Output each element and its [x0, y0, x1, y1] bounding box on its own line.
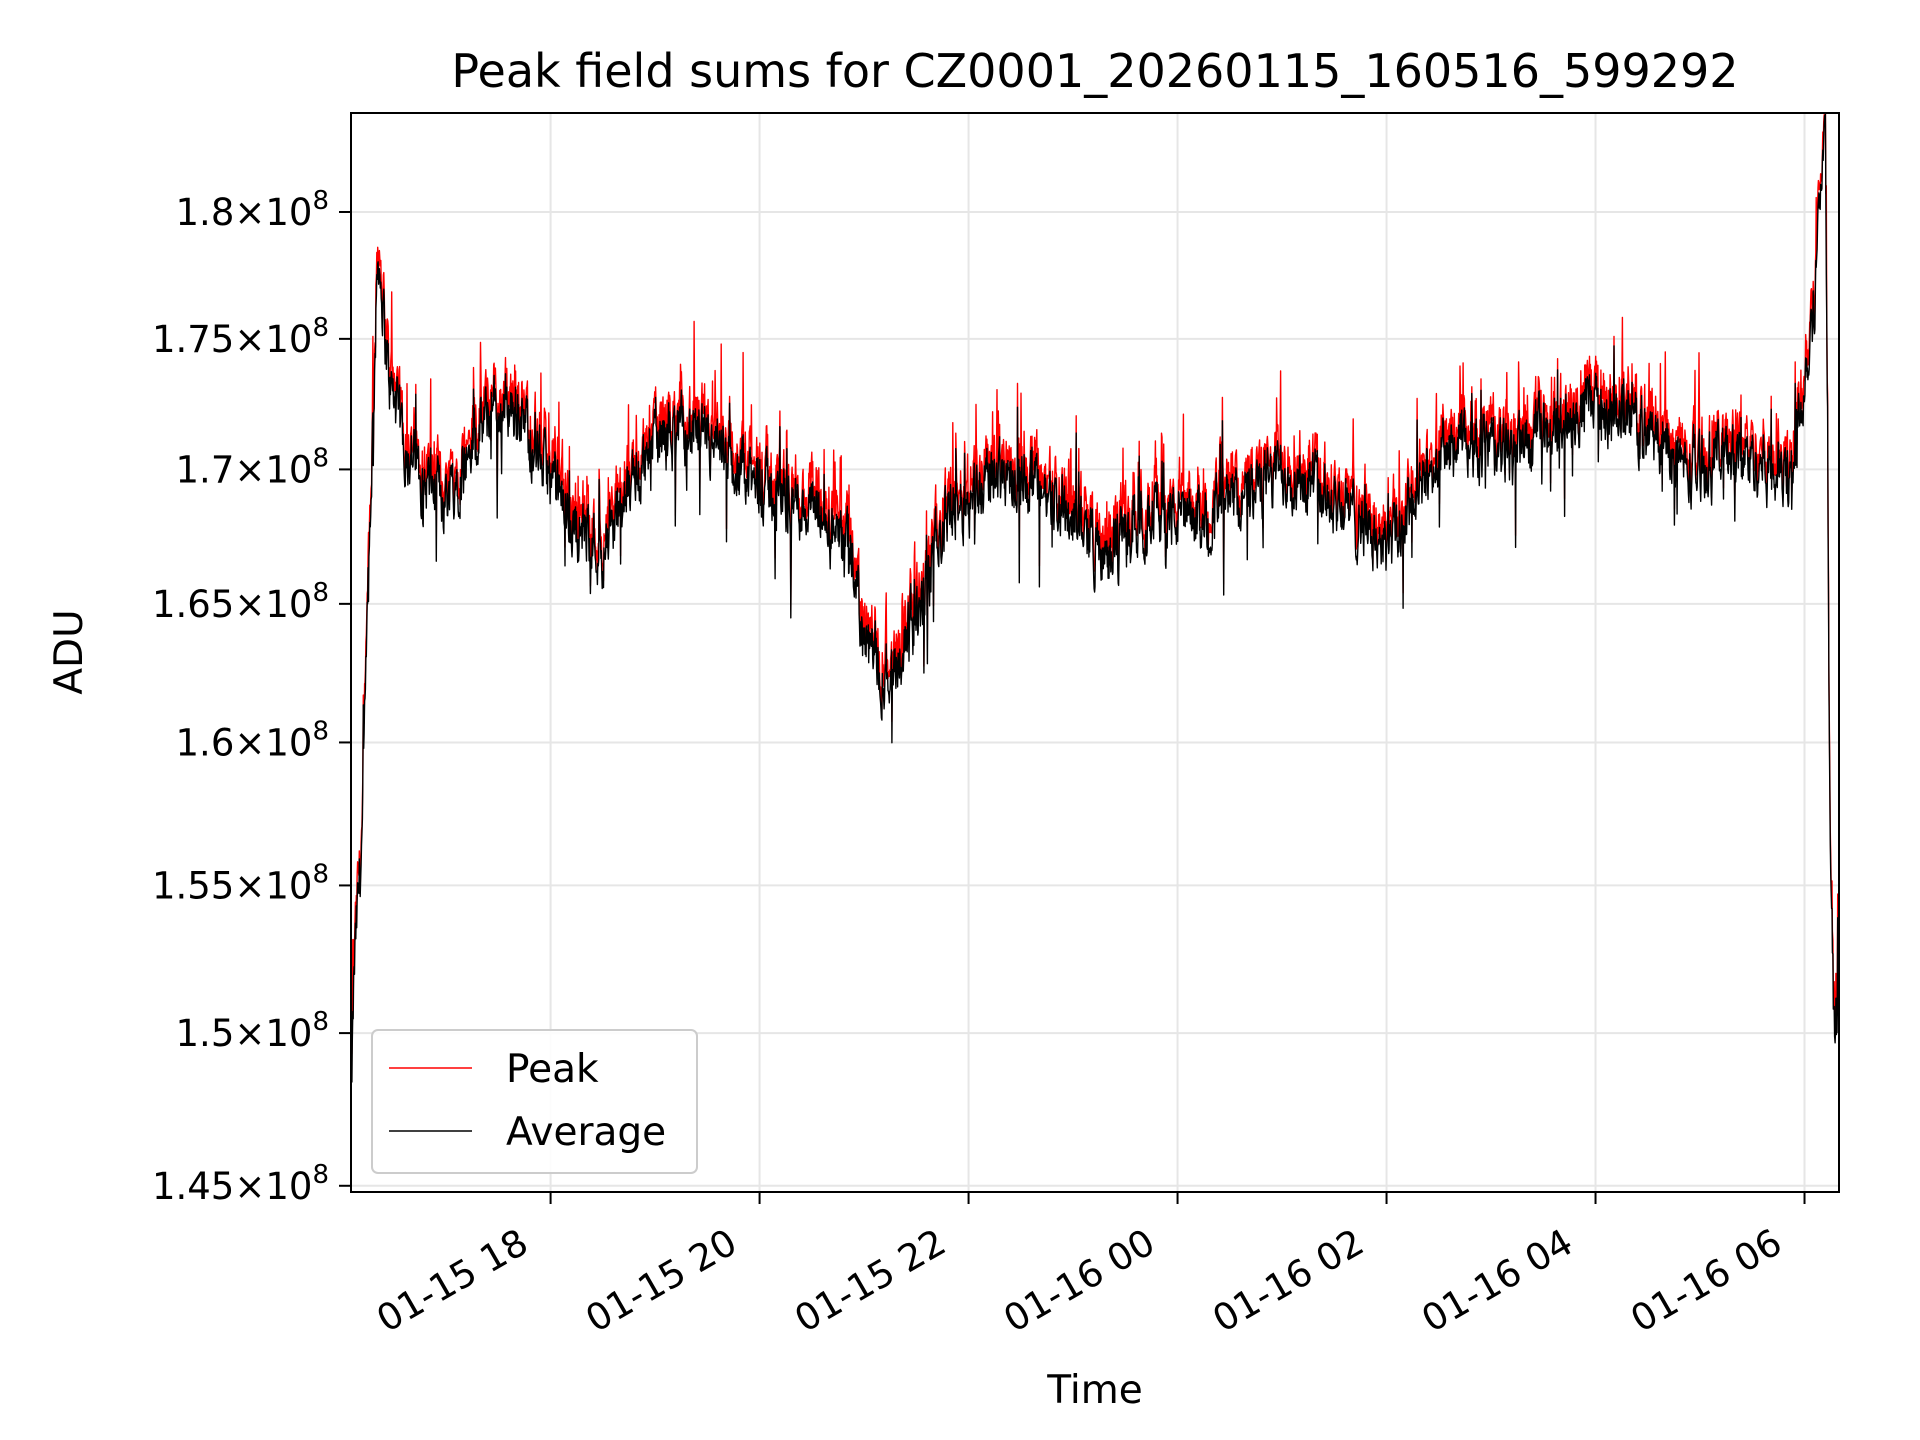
- y-tick-label: 1.75×108: [152, 313, 329, 361]
- series-line-average: [350, 112, 1840, 1115]
- y-tick-label: 1.45×108: [152, 1160, 329, 1208]
- y-tick-label: 1.6×108: [176, 716, 329, 764]
- plot-frame: [350, 112, 1840, 1193]
- legend-label-peak: Peak: [506, 1047, 599, 1092]
- y-tick-label: 1.65×108: [152, 578, 329, 626]
- y-axis-label: ADU: [47, 609, 92, 694]
- series-layer: [350, 112, 1840, 1115]
- y-tick-label: 1.8×108: [176, 186, 329, 234]
- x-axis-label: Time: [1046, 1368, 1142, 1413]
- chart-title: Peak field sums for CZ0001_20260115_1605…: [451, 44, 1738, 98]
- y-axis: 1.45×108 1.5×108 1.55×108 1.6×108 1.65×108 1.…: [152, 186, 351, 1208]
- legend-box: [371, 1029, 698, 1174]
- y-tick-label: 1.55×108: [152, 859, 329, 907]
- y-tick-label: 1.5×108: [176, 1007, 329, 1055]
- legend-label-average: Average: [506, 1110, 666, 1155]
- legend: Peak Average: [371, 1029, 698, 1174]
- y-tick-label: 1.7×108: [176, 443, 329, 491]
